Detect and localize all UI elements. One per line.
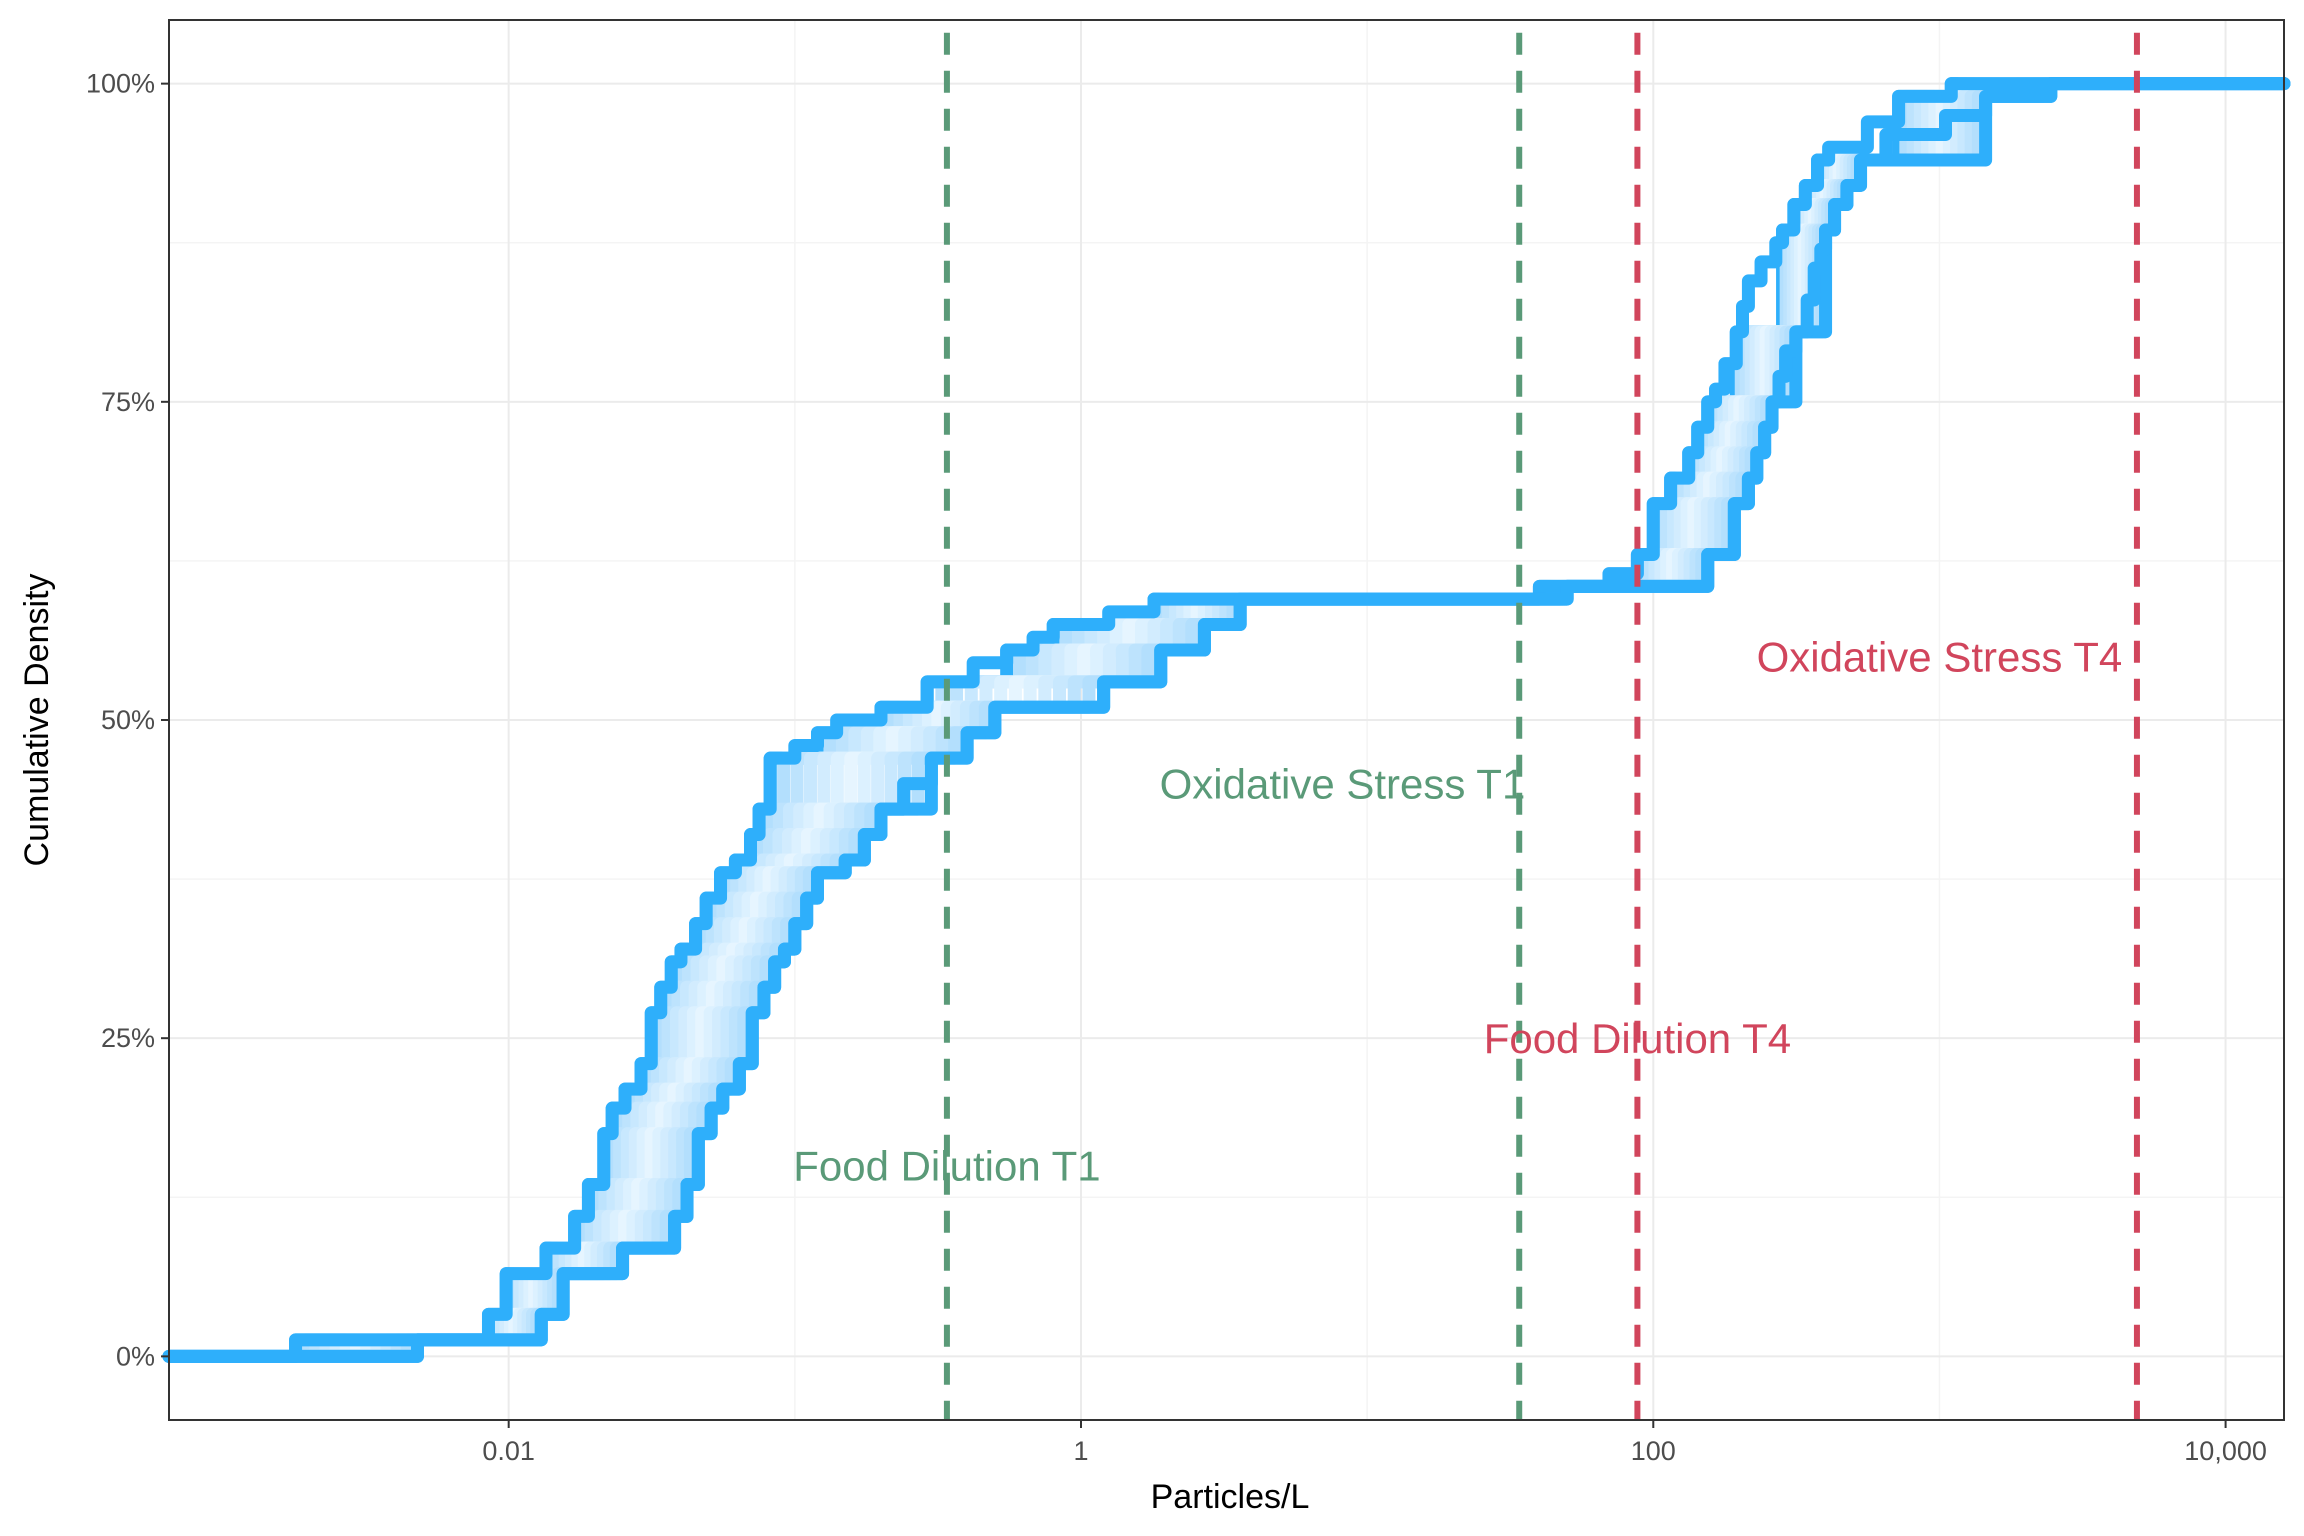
y-tick-label: 100% [86,69,155,99]
annotation-label: Food Dilution T4 [1484,1015,1791,1062]
ecdf-upper-curve [162,77,2291,1363]
x-axis-ticks: 0.01 1 100 10,000 [482,1420,2267,1466]
x-tick-label: 10,000 [2184,1436,2267,1466]
annotations: Food Dilution T1 Oxidative Stress T1 Food … [793,633,2122,1189]
y-tick-label: 75% [101,387,155,417]
ecdf-band [162,77,2291,1363]
y-tick-label: 25% [101,1023,155,1053]
y-tick-label: 0% [116,1341,155,1371]
ecdf-lower-curve [162,77,2291,1363]
y-axis-title: Cumulative Density [18,574,56,867]
x-axis-title: Particles/L [1151,1478,1310,1516]
y-axis-ticks: 0% 25% 50% 75% 100% [86,69,169,1371]
annotation-label: Oxidative Stress T1 [1160,761,1526,808]
annotation-label: Food Dilution T1 [793,1142,1100,1189]
reference-lines [943,32,2140,1420]
y-tick-label: 50% [101,705,155,735]
x-tick-label: 1 [1073,1436,1088,1466]
x-tick-label: 100 [1631,1436,1676,1466]
annotation-label: Oxidative Stress T4 [1757,633,2123,680]
major-gridlines [169,20,2284,1420]
x-tick-label: 0.01 [482,1436,535,1466]
